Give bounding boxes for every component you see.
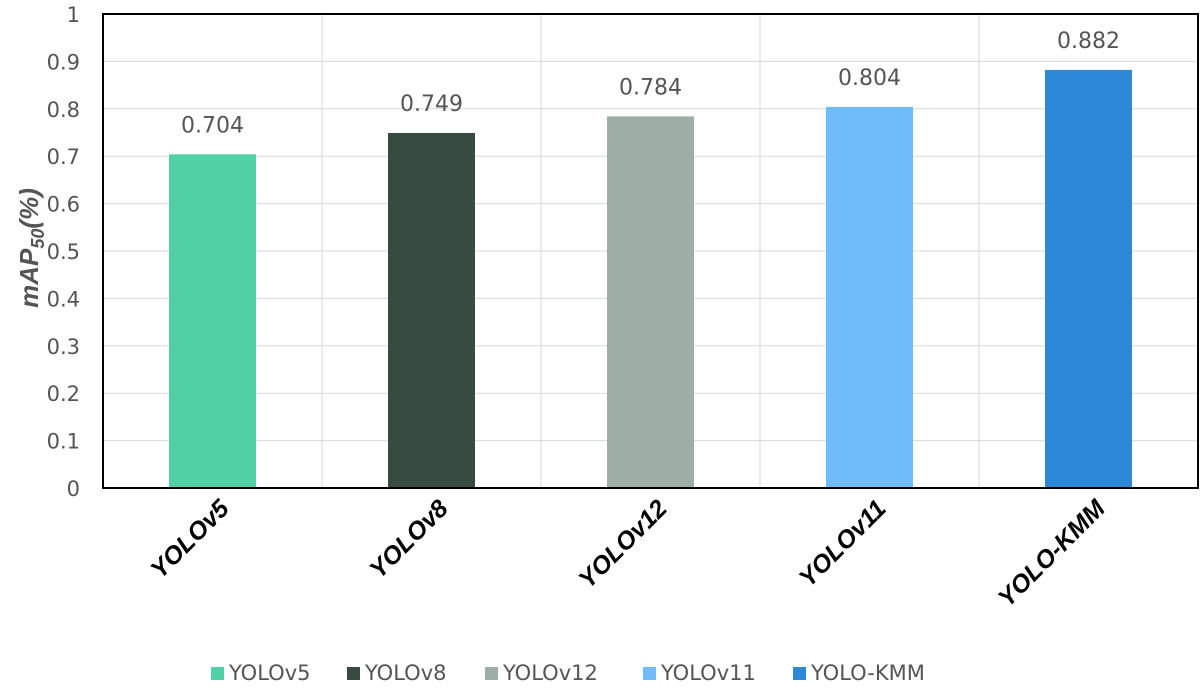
legend-label: YOLO-KMM (810, 661, 925, 685)
legend-swatch (347, 667, 360, 680)
legend-label: YOLOv5 (228, 661, 310, 685)
data-label: 0.704 (181, 113, 244, 138)
bar-yolov8 (388, 132, 475, 488)
y-tick-label: 0.1 (47, 430, 80, 454)
y-axis-title-suffix: (%) (14, 188, 44, 228)
x-category-label: YOLO-KMM (993, 494, 1112, 613)
bar-yolov12 (607, 116, 694, 488)
y-axis-title: mAP50(%) (14, 188, 48, 308)
bars (169, 69, 1132, 489)
legend-label: YOLOv12 (502, 661, 598, 685)
x-category-label: YOLOv8 (364, 494, 454, 584)
y-axis-title-subscript: 50 (28, 229, 48, 249)
y-tick-label: 0 (67, 477, 80, 501)
x-axis-categories: YOLOv5 YOLOv8 YOLOv12 YOLOv11 YOLO-KMM (145, 494, 1111, 613)
bar-yolo-kmm (1045, 69, 1132, 488)
x-category-label: YOLOv12 (573, 494, 672, 593)
y-tick-label: 0.2 (47, 382, 80, 406)
y-tick-label: 0.4 (47, 287, 80, 311)
y-tick-label: 1 (67, 3, 80, 27)
x-category-label: YOLOv5 (145, 494, 235, 584)
legend-swatch (485, 667, 498, 680)
y-tick-label: 0.9 (47, 50, 80, 74)
y-tick-label: 0.6 (47, 193, 80, 217)
y-tick-label: 0.8 (47, 98, 80, 122)
data-label: 0.882 (1057, 29, 1120, 54)
legend-label: YOLOv8 (364, 661, 446, 685)
legend-swatch (793, 667, 806, 680)
data-label: 0.784 (619, 75, 682, 100)
legend-swatch (211, 667, 224, 680)
data-labels: 0.704 0.749 0.784 0.804 0.882 (181, 29, 1120, 138)
y-axis-ticks: 0 0.1 0.2 0.3 0.4 0.5 0.6 0.7 0.8 0.9 1 (47, 3, 80, 501)
plot-frame (102, 13, 1199, 489)
y-tick-label: 0.3 (47, 335, 80, 359)
y-tick-label: 0.7 (47, 145, 80, 169)
legend-swatch (643, 667, 656, 680)
x-category-label: YOLOv11 (794, 494, 892, 592)
data-label: 0.804 (838, 66, 901, 91)
legend-label: YOLOv11 (660, 661, 756, 685)
legend: YOLOv5 YOLOv8 YOLOv12 YOLOv11 YOLO-KMM (211, 661, 925, 685)
data-label: 0.749 (400, 92, 463, 117)
y-tick-label: 0.5 (47, 240, 80, 264)
bar-yolov11 (826, 106, 913, 489)
y-axis-title-main: mAP (14, 248, 44, 308)
bar-yolov5 (169, 154, 256, 488)
